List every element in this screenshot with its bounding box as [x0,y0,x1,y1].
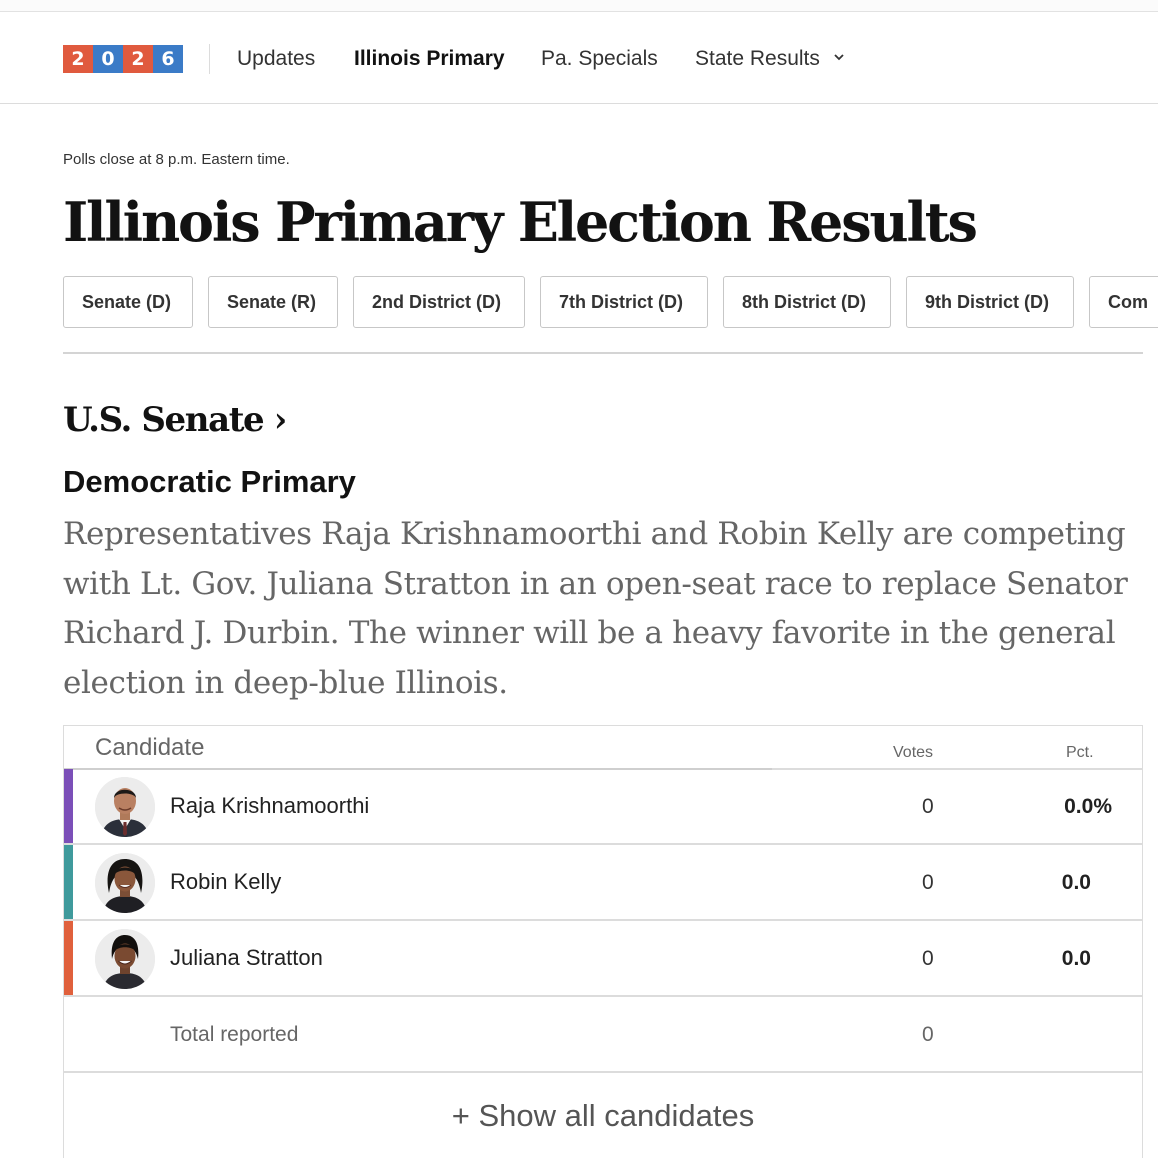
candidate-name: Juliana Stratton [170,945,323,970]
nav-divider [209,44,210,74]
party-color-bar [64,769,73,843]
page-title: Illinois Primary Election Results [63,190,978,254]
header-divider-accent [64,768,772,770]
race-tab-bar: Senate (D) Senate (R) 2nd District (D) 7… [63,276,1158,328]
total-reported-label: Total reported [170,1023,299,1046]
party-color-bar [64,845,73,919]
tab-2nd-district-d[interactable]: 2nd District (D) [353,276,525,328]
tab-9th-district-d[interactable]: 9th District (D) [906,276,1074,328]
logo-digit: 0 [93,45,123,73]
column-header-pct: Pct. [1066,744,1094,761]
tab-next-race[interactable]: Com [1089,276,1158,328]
nav-item-updates[interactable]: Updates [237,47,316,70]
chevron-down-icon[interactable] [832,50,846,64]
table-row: Raja Krishnamoorthi 0 0.0% [64,769,1142,845]
table-row: Robin Kelly 0 0.0 [64,845,1142,921]
candidate-votes: 0 [922,947,934,970]
nav-item-illinois-primary[interactable]: Illinois Primary [354,47,505,70]
primary-title: Democratic Primary [63,464,356,499]
tab-senate-r[interactable]: Senate (R) [208,276,338,328]
candidate-votes: 0 [922,795,934,818]
polls-close-note: Polls close at 8 p.m. Eastern time. [63,151,290,168]
top-edge [0,0,1158,12]
candidate-photo [95,853,155,913]
candidate-votes: 0 [922,871,934,894]
tab-7th-district-d[interactable]: 7th District (D) [540,276,708,328]
table-row: Juliana Stratton 0 0.0 [64,921,1142,997]
total-reported-row: Total reported 0 [64,997,1142,1073]
logo-digit: 2 [63,45,93,73]
tabs-divider [63,352,1143,354]
candidate-name: Raja Krishnamoorthi [170,793,370,818]
logo-digit: 2 [123,45,153,73]
candidate-pct: 0.0 [1061,871,1091,894]
party-color-bar [64,921,73,995]
candidate-photo [95,777,155,837]
candidate-pct: 0.0 [1061,947,1091,970]
election-2026-logo[interactable]: 2 0 2 6 [63,45,183,73]
top-navigation: 2 0 2 6 Updates Illinois Primary Pa. Spe… [0,12,1158,104]
section-title-us-senate[interactable]: U.S. Senate › [63,400,287,440]
candidate-name: Robin Kelly [170,869,282,894]
show-all-candidates-button[interactable]: + Show all candidates [451,1098,755,1133]
candidate-photo [95,929,155,989]
tab-8th-district-d[interactable]: 8th District (D) [723,276,891,328]
column-header-candidate: Candidate [95,734,205,761]
race-description: Representatives Raja Krishnamoorthi and … [63,516,1128,701]
total-reported-votes: 0 [922,1023,934,1046]
nav-item-state-results[interactable]: State Results [695,47,820,70]
candidate-pct: 0.0% [1064,795,1112,818]
tab-senate-d[interactable]: Senate (D) [63,276,193,328]
results-table: Candidate Votes Pct. Raja Krishnamoorthi… [63,725,1143,1158]
nav-item-pa-specials[interactable]: Pa. Specials [541,47,658,70]
logo-digit: 6 [153,45,183,73]
column-header-votes: Votes [893,744,934,761]
